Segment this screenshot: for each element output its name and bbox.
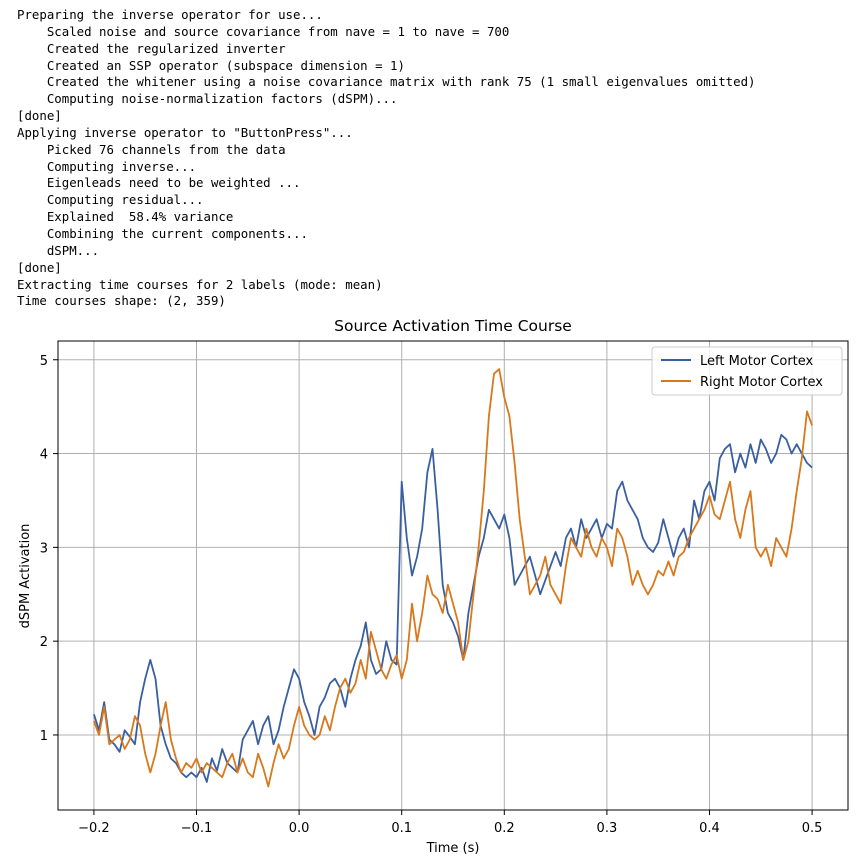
legend-label-right: Right Motor Cortex: [700, 375, 823, 390]
x-tick-label: 0.5: [802, 821, 823, 836]
series-lines: [93, 368, 813, 788]
console-line: Explained 58.4% variance: [17, 209, 234, 225]
legend: Left Motor Cortex Right Motor Cortex: [651, 346, 843, 396]
console-line: Created an SSP operator (subspace dimens…: [17, 57, 405, 73]
chart-title: Source Activation Time Course: [334, 317, 572, 335]
x-tick-label: 0.4: [699, 821, 720, 836]
x-tick-label: −0.1: [181, 821, 213, 836]
console-line: Created the regularized inverter: [17, 40, 286, 56]
console-line: Computing inverse...: [17, 158, 197, 174]
console-output: Preparing the inverse operator for use..…: [17, 7, 756, 310]
console-line: [done]: [17, 108, 62, 124]
x-axis-ticks: −0.2 −0.1 0.0 0.1 0.2 0.3 0.4 0.5: [78, 810, 822, 836]
x-tick-label: 0.0: [289, 821, 310, 836]
y-tick-label: 3: [40, 541, 48, 556]
x-tick-label: −0.2: [78, 821, 110, 836]
console-line: Applying inverse operator to "ButtonPres…: [17, 124, 353, 140]
console-line: Computing residual...: [17, 192, 204, 208]
console-line: Picked 76 channels from the data: [17, 141, 286, 157]
y-tick-label: 2: [40, 635, 48, 650]
series-line-right-motor-cortex: [93, 368, 813, 788]
console-line: Computing noise-normalization factors (d…: [17, 91, 398, 107]
console-line: Extracting time courses for 2 labels (mo…: [17, 276, 383, 292]
console-line: Scaled noise and source covariance from …: [17, 23, 510, 39]
y-tick-label: 5: [40, 354, 48, 369]
console-line: Created the whitener using a noise covar…: [17, 74, 756, 90]
x-tick-label: 0.1: [391, 821, 412, 836]
grid-lines: [58, 341, 848, 810]
x-axis-label: Time (s): [426, 841, 480, 856]
legend-box: [651, 346, 843, 396]
series-line-left-motor-cortex: [93, 433, 813, 783]
console-line: Eigenleads need to be weighted ...: [17, 175, 301, 191]
console-line: Time courses shape: (2, 359): [17, 293, 226, 309]
legend-label-left: Left Motor Cortex: [700, 354, 814, 369]
y-tick-label: 1: [40, 729, 48, 744]
console-line: dSPM...: [17, 242, 100, 258]
x-tick-label: 0.2: [494, 821, 515, 836]
plot-frame: [57, 340, 849, 811]
console-line: [done]: [17, 259, 62, 275]
x-tick-label: 0.3: [597, 821, 618, 836]
console-line: Preparing the inverse operator for use..…: [17, 7, 323, 22]
y-tick-label: 4: [40, 448, 48, 463]
y-axis-label: dSPM Activation: [18, 524, 33, 629]
y-axis-ticks: 1 2 3 4 5: [40, 354, 58, 744]
console-line: Combining the current components...: [17, 225, 308, 241]
